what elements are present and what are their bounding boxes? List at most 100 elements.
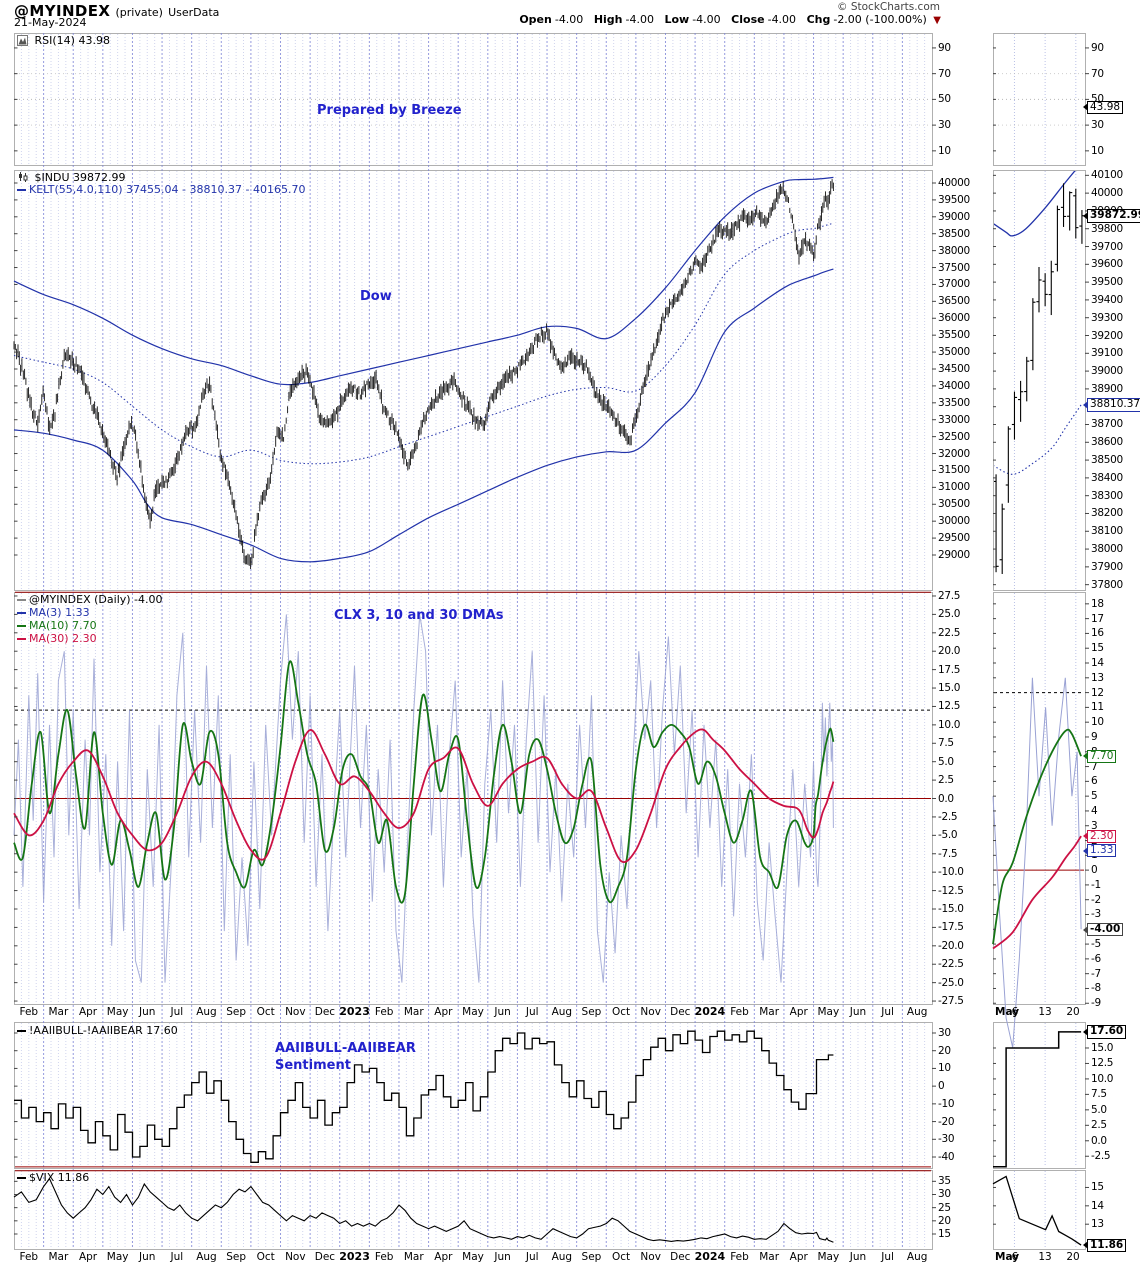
aaii-mini-ytick-7.5: 7.5 <box>1091 1088 1107 1101</box>
aaii-mini-ytick-15: 15.0 <box>1091 1041 1114 1054</box>
price-ytick-35000: 35000 <box>938 346 970 359</box>
indu-legend: $INDU 39872.99 <box>17 171 125 186</box>
price-tag-38810.37: 38810.37 <box>1082 398 1140 412</box>
myindex-mini-ytick-15: 15 <box>1091 642 1104 655</box>
mini-ma30-line <box>992 835 1082 950</box>
myindex-ytick--17.5: -17.5 <box>938 921 964 934</box>
vix-line <box>13 1177 834 1243</box>
myindex-tag-value: 1.33 <box>1090 843 1114 856</box>
x-month-label-0-Nov: Nov <box>640 1006 661 1018</box>
aaii-mini-ytick-0: 0.0 <box>1091 1134 1107 1147</box>
myindex-ytick-15: 15.0 <box>938 682 961 695</box>
myindex-ytick-22.5: 22.5 <box>938 626 961 639</box>
x-month-label-0-Jul: Jul <box>525 1006 539 1018</box>
vix-ytick-25: 25 <box>938 1201 951 1214</box>
x-month-label-1-Jun: Jun <box>139 1251 156 1263</box>
close-label: Close <box>731 13 765 26</box>
x-month-label-1-Nov: Nov <box>640 1251 661 1263</box>
aaii-legend-label: !AAIIBULL-!AAIIBEAR 17.60 <box>29 1024 178 1037</box>
price-ytick-29500: 29500 <box>938 532 970 545</box>
kelt-legend: KELT(55,4.0,110) 37455.04 - 38810.37 - 4… <box>17 184 305 196</box>
x-month-label-1-Oct: Oct <box>611 1251 631 1263</box>
price-ytick-29000: 29000 <box>938 548 970 561</box>
price-mini-ytick-40000: 40000 <box>1091 187 1123 200</box>
price-ytick-35500: 35500 <box>938 329 970 342</box>
x-month-label-0-Aug: Aug <box>906 1006 928 1018</box>
x-month-label-0-Mar: Mar <box>403 1006 424 1018</box>
aaii-mini-ytick-2.5: 2.5 <box>1091 1119 1107 1132</box>
low-value: -4.00 <box>692 13 721 26</box>
ma3-legend: MA(3) 1.33 <box>17 607 90 619</box>
x-month-label-0-Aug: Aug <box>551 1006 573 1018</box>
price-tag-value: 39872.99 <box>1090 209 1140 222</box>
myindex-ytick--5: -5.0 <box>938 829 958 842</box>
mini-axis-month-1: May <box>995 1251 1020 1263</box>
vix-mini-ytick-15: 15 <box>1091 1181 1104 1194</box>
myindex-ytick--27.5: -27.5 <box>938 995 964 1008</box>
keltner-upper-line <box>13 176 834 386</box>
price-mini-ytick-37900: 37900 <box>1091 560 1123 573</box>
x-month-label-1-Feb: Feb <box>730 1251 749 1263</box>
myindex-ytick-7.5: 7.5 <box>938 737 954 750</box>
myindex-ytick--7.5: -7.5 <box>938 847 958 860</box>
mini-price-series <box>994 171 1084 574</box>
aaii-mini-ytick-5: 5.0 <box>1091 1103 1107 1116</box>
x-month-label-0-Oct: Oct <box>611 1006 631 1018</box>
price-ytick-31500: 31500 <box>938 464 970 477</box>
mini-axis-day-0-6: 6 <box>1011 1006 1019 1018</box>
x-month-label-1-Aug: Aug <box>551 1251 573 1263</box>
chg-dropdown-arrow-icon[interactable]: ▼ <box>933 15 941 26</box>
x-month-label-0-Apr: Apr <box>78 1006 98 1018</box>
x-month-label-1-Jun: Jun <box>494 1251 511 1263</box>
price-mini-ytick-39000: 39000 <box>1091 365 1123 378</box>
aaii-ytick-20: 20 <box>938 1044 951 1057</box>
x-month-label-0-Sep: Sep <box>581 1006 602 1018</box>
vix-ytick-30: 30 <box>938 1188 951 1201</box>
ma30-legend: MA(30) 2.30 <box>17 633 97 645</box>
x-month-label-1-Jun: Jun <box>849 1251 867 1263</box>
myindex-ytick-12.5: 12.5 <box>938 700 961 713</box>
x-month-label-1-Jul: Jul <box>881 1251 894 1263</box>
myindex-mini-ytick-16: 16 <box>1091 627 1104 640</box>
clx-annotation: CLX 3, 10 and 30 DMAs <box>334 608 504 623</box>
mini-ma10-line <box>992 728 1082 945</box>
aaii-annotation-line1: AAIIBULL-AAIIBEAR <box>275 1041 416 1056</box>
keltner-mid-line <box>13 222 834 465</box>
price-ytick-30000: 30000 <box>938 515 970 528</box>
rsi-ytick-30: 30 <box>938 119 951 132</box>
x-month-label-1-Sep: Sep <box>581 1251 602 1263</box>
rsi-mini-ytick-70: 70 <box>1091 67 1104 80</box>
ma30-legend-label: MA(30) 2.30 <box>29 632 97 645</box>
myindex-tag-value: 7.70 <box>1090 749 1114 762</box>
myindex-mini-ytick-11: 11 <box>1091 701 1104 714</box>
aaii-ytick--20: -20 <box>938 1115 955 1128</box>
mini-keltner-upper-line <box>994 171 1076 237</box>
price-ytick-36500: 36500 <box>938 295 970 308</box>
aaii-step-line <box>14 1030 834 1163</box>
mini-axis-day-1-6: 6 <box>1011 1251 1019 1263</box>
myindex-ytick-25: 25.0 <box>938 608 961 621</box>
ma10-line <box>13 660 835 904</box>
myindex-ytick--25: -25.0 <box>938 976 964 989</box>
myindex-ytick-17.5: 17.5 <box>938 663 961 676</box>
x-month-label-1-Feb: Feb <box>374 1251 394 1263</box>
x-month-label-1-Aug: Aug <box>196 1251 217 1263</box>
x-month-label-0-Feb: Feb <box>730 1006 749 1018</box>
myindex-mini-ytick-18: 18 <box>1091 597 1104 610</box>
x-month-label-0-May: May <box>817 1006 840 1018</box>
mini-keltner-mid-line <box>994 404 1082 475</box>
x-month-label-1-May: May <box>106 1251 129 1263</box>
myindex-mini-ytick-5: 5 <box>1091 790 1098 803</box>
rsi-ytick-50: 50 <box>938 93 951 106</box>
x-month-label-1-Dec: Dec <box>314 1251 336 1263</box>
ma3-swatch <box>17 611 26 614</box>
kelt-swatch <box>17 188 26 191</box>
mini-daily-line <box>992 677 1082 1048</box>
price-mini-ytick-38100: 38100 <box>1091 525 1123 538</box>
myindex-ytick--22.5: -22.5 <box>938 958 964 971</box>
aaii-mini-panel <box>993 1022 1086 1169</box>
candlestick-icon <box>17 171 28 186</box>
myindex-mini-ytick-9: 9 <box>1091 730 1098 743</box>
